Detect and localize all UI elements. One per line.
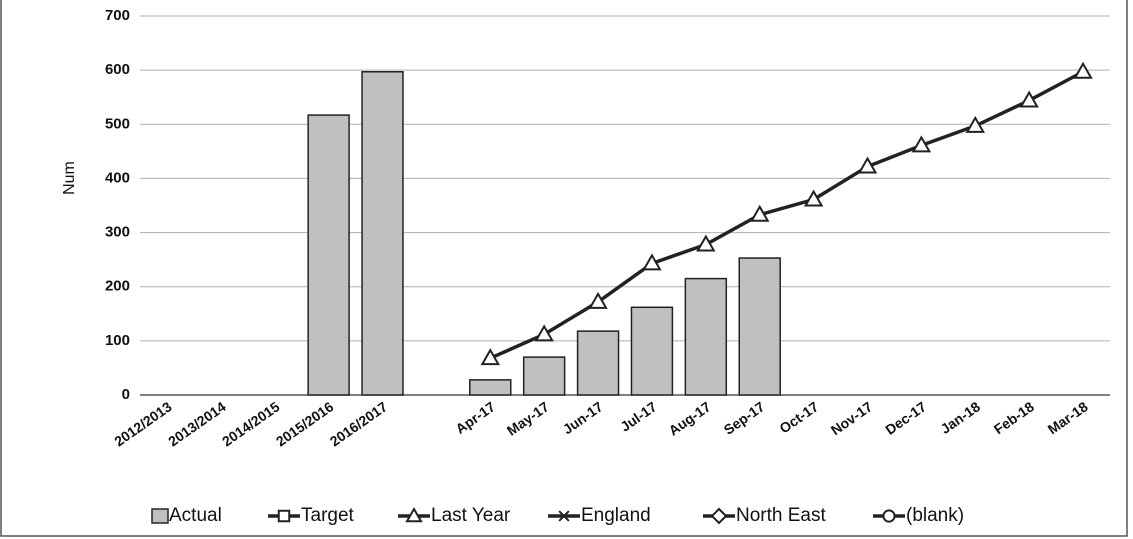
point	[480, 348, 501, 366]
point	[749, 204, 770, 222]
y-tick-label: 300	[105, 224, 130, 241]
line	[489, 70, 1084, 360]
legend-label: England	[581, 505, 651, 526]
legend-marker	[882, 509, 896, 523]
point	[1019, 90, 1039, 108]
y-axis-label: Num	[61, 161, 78, 195]
bar	[738, 257, 781, 396]
bar	[576, 330, 620, 396]
legend-swatch	[151, 508, 169, 524]
point	[534, 324, 554, 342]
bar	[684, 277, 728, 396]
point	[642, 253, 662, 271]
point	[696, 234, 716, 252]
y-tick-label: 0	[122, 386, 130, 403]
point	[803, 189, 824, 207]
legend-label: (blank)	[906, 505, 964, 526]
point	[965, 115, 986, 133]
point	[911, 135, 932, 153]
legend-marker	[710, 507, 728, 525]
bar	[469, 379, 512, 396]
point	[857, 156, 878, 174]
point	[1073, 61, 1093, 79]
y-tick-label: 500	[105, 115, 130, 132]
legend-marker	[277, 509, 291, 523]
point	[588, 291, 608, 309]
y-tick-label: 200	[105, 278, 130, 295]
bar	[522, 356, 566, 396]
legend-label: North East	[736, 505, 826, 526]
bar	[361, 71, 404, 396]
legend-label: Last Year	[431, 505, 511, 526]
y-tick-label: 400	[105, 169, 130, 186]
legend-marker	[558, 510, 570, 522]
legend-label: Target	[301, 505, 355, 526]
bar	[630, 306, 674, 396]
bar	[307, 114, 350, 396]
legend-marker	[405, 506, 423, 523]
y-tick-label: 700	[105, 7, 130, 24]
legend-label: Actual	[169, 505, 222, 526]
y-tick-label: 600	[105, 61, 130, 78]
y-tick-label: 100	[105, 332, 130, 349]
